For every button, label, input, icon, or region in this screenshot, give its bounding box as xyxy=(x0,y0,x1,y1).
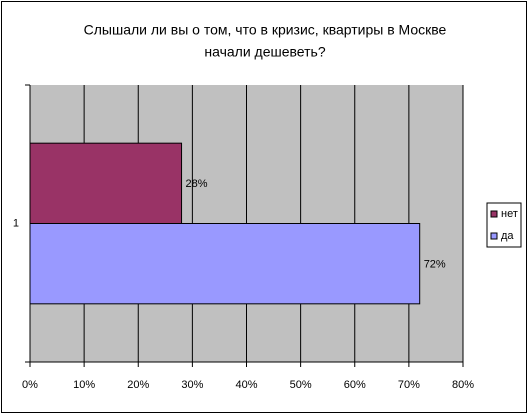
x-tick-label: 70% xyxy=(398,379,420,391)
x-tick-label: 80% xyxy=(452,379,474,391)
value-label: 72% xyxy=(424,259,446,271)
legend-label: нет xyxy=(501,208,518,220)
legend-label: да xyxy=(501,230,514,242)
value-label: 28% xyxy=(186,178,208,190)
chart-title: начали дешеветь? xyxy=(204,44,325,60)
x-tick-label: 20% xyxy=(127,379,149,391)
bar xyxy=(29,142,183,224)
x-tick-label: 10% xyxy=(73,379,95,391)
bar xyxy=(29,223,421,305)
legend-swatch xyxy=(490,232,498,240)
y-tick-label: 1 xyxy=(13,217,19,229)
x-tick-label: 40% xyxy=(235,379,257,391)
legend-box xyxy=(486,202,522,248)
legend-swatch xyxy=(490,210,498,218)
x-tick-label: 30% xyxy=(181,379,203,391)
chart-title: Слышали ли вы о том, что в кризис, кварт… xyxy=(84,22,447,38)
x-tick-label: 0% xyxy=(22,379,38,391)
x-tick-label: 60% xyxy=(344,379,366,391)
x-tick-label: 50% xyxy=(290,379,312,391)
